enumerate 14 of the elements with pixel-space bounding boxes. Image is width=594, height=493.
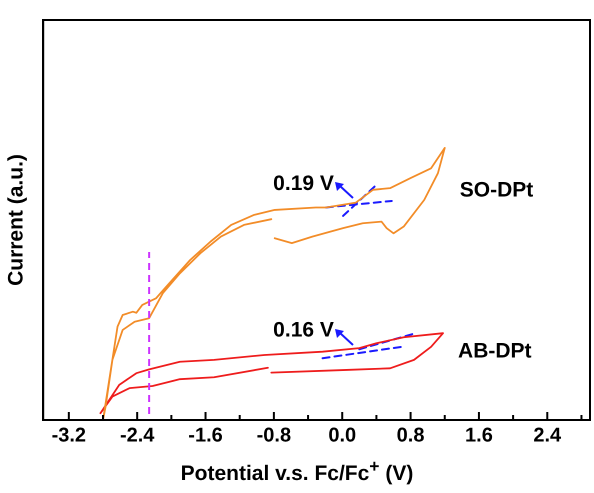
x-tick-label: -3.2 <box>52 424 86 447</box>
x-tick-label: -2.4 <box>120 424 156 447</box>
x-axis-title: Potential v.s. Fc/Fc$^{+}$ (V) <box>180 456 414 486</box>
x-tick-label: -0.8 <box>256 424 292 447</box>
x-tick-label: 1.6 <box>465 424 493 447</box>
y-axis-title: Current (a.u.) <box>4 154 28 286</box>
series-label: AB-DPt <box>458 339 532 362</box>
x-tick-label: 0.8 <box>396 424 424 447</box>
series-label: SO-DPt <box>460 178 534 202</box>
x-tick-label: -1.6 <box>188 424 223 447</box>
x-tick-label: 2.4 <box>533 424 562 447</box>
annotation: 0.16 V <box>273 318 334 342</box>
x-tick-label: 0.0 <box>328 424 356 447</box>
annotation: 0.19 V <box>273 172 334 196</box>
